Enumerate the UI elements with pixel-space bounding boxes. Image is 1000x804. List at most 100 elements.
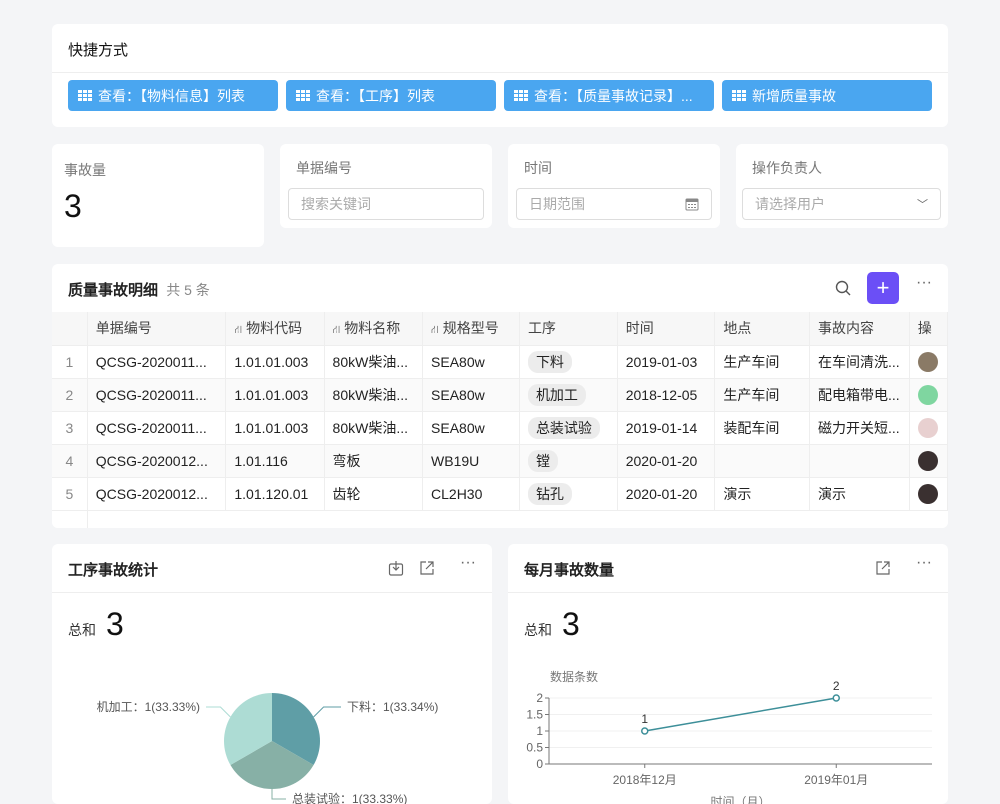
pie-label-line xyxy=(206,706,231,718)
y-tick-label: 1 xyxy=(536,724,543,738)
col-time[interactable]: 时间 xyxy=(617,312,716,346)
table-row[interactable]: 4 QCSG-2020012... 1.01.116 弯板 WB19U 镗 2020-01-… xyxy=(52,444,948,478)
col-label: 物料代码 xyxy=(246,320,303,337)
more-icon[interactable]: ··· xyxy=(460,554,476,571)
calendar-icon xyxy=(685,198,699,211)
external-link-icon[interactable] xyxy=(419,560,435,576)
pie-chart: 下料：1(33.34%) 总装试验：1(33.33%) 机加工：1(33.33%) xyxy=(97,693,438,804)
data-label: 1 xyxy=(641,712,648,726)
y-tick-label: 2 xyxy=(536,691,543,705)
col-process[interactable]: 工序 xyxy=(519,312,618,346)
filter-time: 时间 日期范围 xyxy=(508,144,720,228)
grid-icon xyxy=(78,90,92,101)
table-header-row: 单据编号 ⛙ 物料代码 ⛙ 物料名称 ⛙ 规格型号 工序 时间 地点 事故内容 操 xyxy=(52,312,948,346)
pie-data-label: 总装试验：1(33.33%) xyxy=(292,791,407,804)
filter-owner: 操作负责人 请选择用户 ﹀ xyxy=(736,144,948,228)
shortcuts-title: 快捷方式 xyxy=(68,42,129,59)
cell-code: QCSG-2020012... xyxy=(87,477,227,511)
cell-proc: 镗 xyxy=(519,444,618,478)
pie-label-line xyxy=(313,706,341,718)
cell-time: 2019-01-14 xyxy=(617,411,716,445)
filter-label: 操作负责人 xyxy=(752,160,822,176)
cell-time: 2020-01-20 xyxy=(617,477,716,511)
data-point xyxy=(832,694,840,702)
line-card-title: 每月事故数量 xyxy=(524,562,615,579)
cell-spec: CL2H30 xyxy=(422,477,520,511)
shortcut-accident-list[interactable]: 查看：【质量事故记录】... xyxy=(504,80,714,111)
table-row[interactable]: 3 QCSG-2020011... 1.01.01.003 80kW柴油... SEA8… xyxy=(52,411,948,445)
shortcuts-card: 快捷方式 查看：【物料信息】列表 查看：【工序】列表 查看：【质量事故记录】..… xyxy=(52,24,948,127)
table-title: 质量事故明细 共 5 条 xyxy=(68,279,210,300)
accident-table: 单据编号 ⛙ 物料代码 ⛙ 物料名称 ⛙ 规格型号 工序 时间 地点 事故内容 操 1… xyxy=(52,312,948,528)
cell-time: 2018-12-05 xyxy=(617,378,716,412)
cell-mcode: 1.01.01.003 xyxy=(225,378,325,412)
record-count: 共 5 条 xyxy=(166,282,210,298)
cell-place: 生产车间 xyxy=(714,345,810,379)
pie-sum: 总和 3 xyxy=(68,606,124,643)
avatar xyxy=(917,351,938,372)
shortcut-process-list[interactable]: 查看：【工序】列表 xyxy=(286,80,496,111)
date-range-input[interactable]: 日期范围 xyxy=(516,188,712,220)
monthly-accidents-card: 每月事故数量 ··· 总和 3 数据条数 0 0.5 1 1.5 2 2018年12月 2019… xyxy=(508,544,948,804)
x-tick-label: 2019年01月 xyxy=(804,773,868,787)
external-link-icon[interactable] xyxy=(875,560,891,576)
cell-content xyxy=(809,444,910,478)
cell-proc: 下料 xyxy=(519,345,618,379)
col-material-name[interactable]: ⛙ 物料名称 xyxy=(324,312,424,346)
row-index: 3 xyxy=(52,411,88,445)
download-icon[interactable] xyxy=(388,560,404,576)
y-tick-label: 1.5 xyxy=(526,708,543,722)
process-tag: 镗 xyxy=(527,449,558,472)
cell-mcode: 1.01.120.01 xyxy=(225,477,325,511)
search-icon[interactable] xyxy=(835,280,851,296)
pie-data-label: 机加工：1(33.33%) xyxy=(97,700,200,714)
col-operator[interactable]: 操 xyxy=(909,312,948,346)
add-record-button[interactable]: + xyxy=(867,272,899,304)
grid-icon xyxy=(296,90,310,101)
shortcut-label: 查看：【质量事故记录】... xyxy=(534,87,693,104)
cell-mname: 80kW柴油... xyxy=(324,411,424,445)
keyword-search-input[interactable]: 搜索关键词 xyxy=(288,188,484,220)
table-row[interactable]: 1 QCSG-2020011... 1.01.01.003 80kW柴油... SEA8… xyxy=(52,345,948,379)
cell-proc: 机加工 xyxy=(519,378,618,412)
col-material-code[interactable]: ⛙ 物料代码 xyxy=(225,312,325,346)
cell-mname: 80kW柴油... xyxy=(324,345,424,379)
x-tick-label: 2018年12月 xyxy=(613,773,677,787)
placeholder: 请选择用户 xyxy=(755,196,825,212)
stat-label: 事故量 xyxy=(64,162,106,178)
table-row[interactable]: 2 QCSG-2020011... 1.01.01.003 80kW柴油... SEA8… xyxy=(52,378,948,412)
shortcut-material-list[interactable]: 查看：【物料信息】列表 xyxy=(68,80,278,111)
divider xyxy=(508,592,948,593)
avatar xyxy=(917,450,938,471)
cell-spec: SEA80w xyxy=(422,345,520,379)
hierarchy-icon: ⛙ xyxy=(332,324,341,337)
cell-code: QCSG-2020011... xyxy=(87,345,227,379)
table-row[interactable]: 5 QCSG-2020012... 1.01.120.01 齿轮 CL2H30 钻孔 202… xyxy=(52,477,948,511)
col-spec[interactable]: ⛙ 规格型号 xyxy=(422,312,520,346)
cell-operator xyxy=(909,444,948,478)
hierarchy-icon: ⛙ xyxy=(234,324,243,337)
filter-label: 单据编号 xyxy=(296,160,352,176)
process-tag: 总装试验 xyxy=(527,416,600,439)
col-doc-number[interactable]: 单据编号 xyxy=(87,312,227,346)
pie-card-title: 工序事故统计 xyxy=(68,562,159,579)
more-icon[interactable]: ··· xyxy=(916,554,932,571)
cell-content: 在车间清洗... xyxy=(809,345,910,379)
cell-operator xyxy=(909,378,948,412)
col-content[interactable]: 事故内容 xyxy=(809,312,910,346)
chevron-down-icon: ﹀ xyxy=(917,199,928,211)
cell-code: QCSG-2020012... xyxy=(87,444,227,478)
cell-mname: 齿轮 xyxy=(324,477,424,511)
user-select[interactable]: 请选择用户 ﹀ xyxy=(742,188,941,220)
process-tag: 下料 xyxy=(527,350,572,373)
cell-operator xyxy=(909,345,948,379)
line-sum: 总和 3 xyxy=(524,606,580,643)
col-place[interactable]: 地点 xyxy=(714,312,810,346)
more-icon[interactable]: ··· xyxy=(916,274,932,291)
cell-place xyxy=(714,444,810,478)
cell-proc: 总装试验 xyxy=(519,411,618,445)
cell-place: 演示 xyxy=(714,477,810,511)
shortcut-new-accident[interactable]: 新增质量事故 xyxy=(722,80,932,111)
divider xyxy=(52,72,948,73)
shortcut-label: 新增质量事故 xyxy=(752,87,836,104)
